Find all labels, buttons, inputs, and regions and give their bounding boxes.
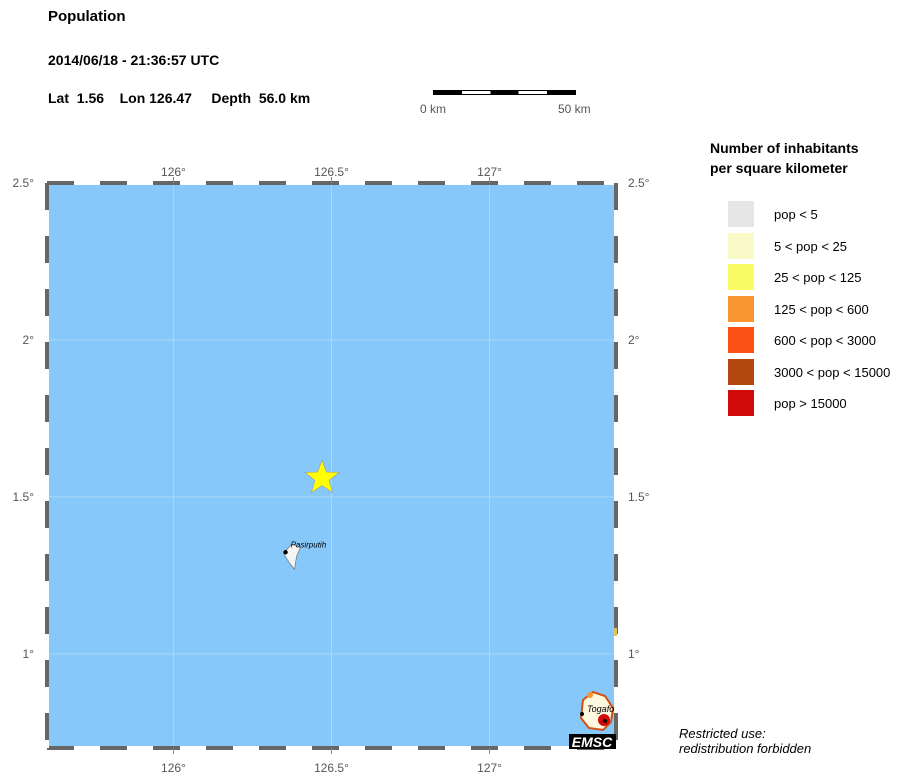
scale-start-label: 0 km	[420, 102, 447, 116]
legend-label: 125 < pop < 600	[774, 301, 869, 317]
island-togafo	[579, 690, 615, 732]
place-dot	[580, 712, 584, 716]
legend-title-line1: Number of inhabitants	[710, 140, 859, 156]
place-label: Togafo	[587, 704, 614, 714]
legend-title-line2: per square kilometer	[710, 160, 848, 176]
emsc-logo-text: EMSC	[572, 734, 613, 750]
notice-line2: redistribution forbidden	[679, 741, 812, 756]
lat-tick-label: 2°	[23, 333, 35, 347]
lat-tick-label: 2.5°	[13, 176, 35, 190]
lat-tick-label: 2°	[628, 333, 640, 347]
lat-tick-label: 1°	[628, 647, 640, 661]
map-title: Population	[48, 8, 126, 25]
lat-tick-label: 1°	[23, 647, 35, 661]
star-icon	[304, 459, 340, 494]
legend-swatch	[728, 358, 754, 385]
lon-tick-label: 126.5°	[314, 165, 349, 179]
legend-label: pop < 5	[774, 207, 818, 222]
legend-label: 3000 < pop < 15000	[774, 364, 891, 380]
lat-tick-label: 1.5°	[628, 490, 650, 504]
legend-swatch	[728, 390, 754, 416]
lon-tick-label: 126°	[161, 761, 186, 775]
notice-line1: Restricted use:	[679, 726, 766, 741]
place-dot	[283, 550, 288, 555]
coast-fragment	[614, 628, 617, 636]
legend-swatch	[728, 327, 754, 353]
lon-tick-label: 126.5°	[314, 761, 349, 775]
event-location: Lat 1.56 Lon 126.47 Depth 56.0 km	[48, 90, 311, 106]
lon-tick-label: 127°	[477, 761, 502, 775]
place-dot	[603, 719, 607, 723]
scale-bar	[433, 90, 576, 95]
lat-tick-label: 2.5°	[628, 176, 650, 190]
usage-notice: Restricted use: redistribution forbidden	[679, 726, 811, 756]
legend-swatch	[728, 264, 754, 290]
island-pasirputih	[283, 543, 301, 570]
legend-label: pop > 15000	[774, 396, 847, 411]
population-area	[587, 692, 593, 698]
legend-swatch	[728, 201, 754, 227]
lat-tick-label: 1.5°	[13, 490, 35, 504]
legend-label: 25 < pop < 125	[774, 270, 862, 285]
legend-swatch	[728, 295, 754, 322]
legend-label: 600 < pop < 3000	[774, 333, 876, 348]
emsc-logo	[569, 734, 616, 749]
legend-swatch	[728, 232, 754, 259]
place-label: Pasirputih	[291, 540, 327, 549]
lon-tick-label: 126°	[161, 165, 186, 179]
legend-label: 5 < pop < 25	[774, 238, 848, 254]
lon-tick-label: 127°	[477, 165, 502, 179]
event-datetime: 2014/06/18 - 21:36:57 UTC	[48, 52, 220, 68]
scale-end-label: 50 km	[558, 102, 591, 116]
legend-title: Number of inhabitants per square kilomet…	[710, 138, 859, 178]
